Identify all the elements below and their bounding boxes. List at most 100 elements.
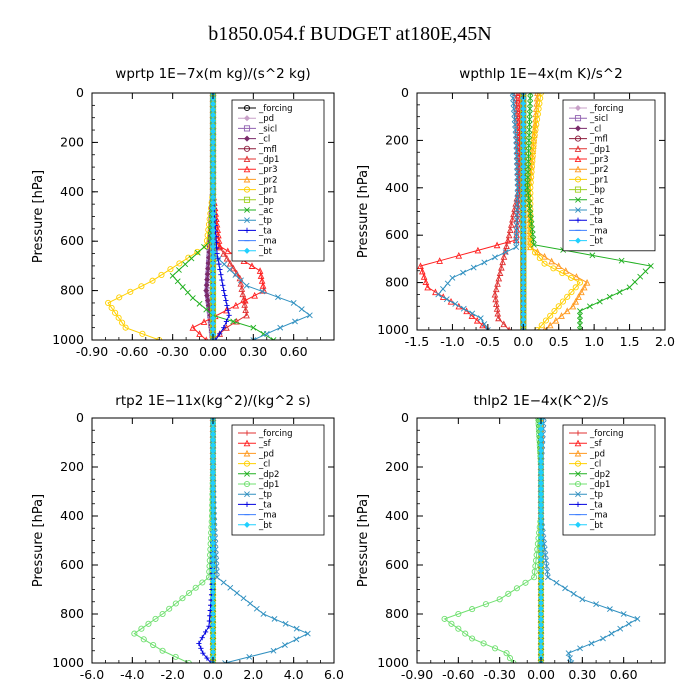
data-point	[606, 606, 613, 613]
data-point	[217, 266, 223, 273]
legend-marker	[244, 207, 250, 213]
legend-label: _pd	[589, 449, 605, 459]
x-tick-label: -0.60	[116, 344, 148, 359]
data-point	[514, 163, 520, 170]
legend-entry: _ma	[238, 237, 277, 247]
panels-group: wprtp 1E−7x(m kg)/(s^2 kg) Pressure [hPa]…	[31, 66, 675, 682]
data-point	[576, 279, 584, 286]
data-point	[469, 635, 476, 642]
x-tick-label: 6.0	[324, 667, 344, 682]
y-tick-label: 400	[385, 180, 409, 195]
data-point	[647, 263, 654, 269]
data-point	[480, 640, 487, 647]
legend-label: _tp	[258, 490, 272, 500]
data-point	[579, 596, 586, 603]
data-point	[214, 245, 220, 251]
y-tick-label: 1000	[377, 655, 409, 670]
data-point	[509, 215, 516, 223]
legend: _forcing_sicl_cl_mfl_dp1_pr3_pr2_pr1_bp_…	[562, 99, 656, 252]
data-point	[559, 270, 566, 277]
data-point	[469, 310, 476, 317]
legend-label: _pr1	[258, 186, 278, 196]
legend-entry: _bt	[569, 237, 604, 247]
data-point	[112, 309, 119, 316]
legend-entry: _dp1	[238, 480, 279, 490]
data-point	[259, 288, 266, 295]
y-axis-label: Pressure [hPa]	[31, 494, 46, 587]
data-point	[596, 298, 603, 305]
legend-marker	[243, 449, 251, 457]
data-point	[238, 277, 244, 284]
data-point	[256, 267, 264, 274]
legend-marker	[574, 125, 582, 132]
data-point	[158, 271, 165, 279]
legend-label: _pr2	[258, 175, 278, 185]
data-point	[544, 574, 551, 581]
data-point	[243, 311, 250, 319]
data-point	[232, 272, 239, 278]
data-point	[108, 304, 115, 311]
legend-entry: _cl	[238, 135, 270, 145]
x-tick-label: 0.60	[280, 344, 308, 359]
legend-entry: _ma	[569, 511, 608, 521]
data-point	[282, 620, 289, 627]
y-tick-label: 200	[385, 132, 409, 147]
data-point	[306, 312, 313, 319]
y-tick-label: 0	[401, 85, 409, 100]
legend-entry: _sf	[569, 439, 603, 449]
data-point	[239, 290, 247, 298]
data-point	[562, 585, 569, 592]
x-tick-label: 0.5	[549, 334, 569, 349]
legend-entry: _bp	[238, 196, 274, 206]
x-tick-label: -0.90	[76, 344, 108, 359]
data-point	[513, 233, 520, 240]
x-tick-label: 0.00	[199, 344, 227, 359]
data-point	[528, 215, 534, 222]
data-point	[608, 630, 615, 637]
data-point	[224, 302, 230, 309]
data-point	[138, 283, 145, 290]
data-point	[188, 255, 195, 262]
data-point	[213, 337, 219, 340]
data-point	[230, 264, 237, 272]
data-point	[527, 100, 533, 107]
data-point	[625, 620, 632, 627]
data-point	[189, 324, 197, 331]
data-point	[572, 297, 580, 305]
data-point	[510, 95, 516, 102]
legend-marker	[243, 145, 251, 152]
y-axis-label: Pressure [hPa]	[31, 170, 46, 263]
legend-marker	[243, 439, 251, 447]
data-point	[550, 265, 557, 272]
data-point	[555, 262, 563, 270]
data-point	[558, 312, 565, 319]
legend-marker	[574, 165, 582, 173]
legend-entry: _ac	[569, 196, 604, 206]
legend-marker	[575, 491, 581, 498]
data-point	[529, 231, 536, 238]
data-point	[275, 294, 281, 301]
data-point	[233, 590, 240, 596]
data-point	[462, 630, 469, 637]
data-point	[616, 289, 623, 295]
data-point	[225, 307, 231, 313]
data-point	[492, 285, 500, 293]
legend-entry: _bt	[238, 521, 273, 531]
y-tick-label: 800	[60, 283, 84, 298]
y-tick-label: 200	[385, 459, 409, 474]
legend-label: _mfl	[258, 145, 277, 155]
data-point	[526, 126, 533, 133]
y-tick-label: 0	[76, 410, 84, 425]
data-point	[618, 257, 625, 264]
legend-label: _bp	[258, 196, 274, 206]
data-point	[424, 283, 431, 291]
legend-entry: _pd	[238, 114, 274, 124]
legend-marker	[244, 501, 250, 507]
data-point	[514, 184, 521, 191]
legend-label: _mfl	[589, 135, 608, 145]
data-point	[493, 241, 501, 249]
data-point	[513, 585, 520, 592]
data-point	[617, 625, 624, 632]
data-point	[529, 226, 536, 233]
